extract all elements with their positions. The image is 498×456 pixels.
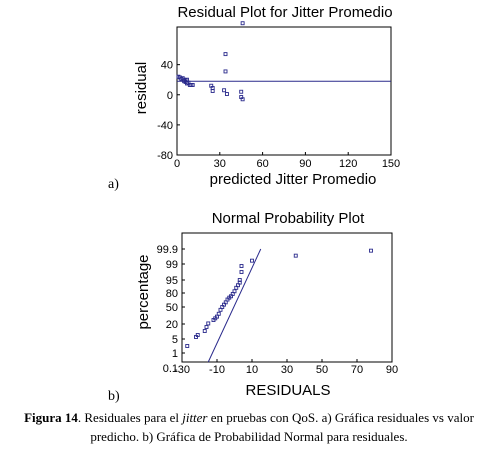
normal-probability-plot-title: Normal Probability Plot bbox=[212, 210, 365, 227]
probability-y-tick-label: 50 bbox=[166, 302, 178, 314]
residual-point bbox=[210, 86, 215, 90]
probability-y-tick-label: 1 bbox=[172, 348, 178, 360]
probability-x-tick-label: 50 bbox=[316, 364, 328, 376]
probability-y-tick-label: 5 bbox=[172, 334, 178, 346]
residual-point bbox=[190, 83, 195, 87]
caption-label: Figura 14 bbox=[24, 410, 78, 425]
probability-point bbox=[369, 248, 373, 253]
probability-point bbox=[195, 333, 200, 337]
probability-point bbox=[239, 270, 244, 274]
probability-point bbox=[206, 321, 211, 326]
residual-point bbox=[223, 69, 228, 74]
probability-point bbox=[216, 311, 221, 316]
residual-y-tick-label: 0 bbox=[167, 90, 173, 102]
residual-plot: Residual Plot for Jitter Promedio -80 -40… bbox=[108, 4, 400, 192]
residual-x-tick-label: 30 bbox=[214, 158, 226, 170]
residual-point bbox=[224, 92, 229, 96]
figure-caption: Figura 14. Residuales para el jitter en … bbox=[0, 408, 498, 446]
caption-text-2: en pruebas con QoS. a) Gráfica residuale… bbox=[90, 410, 474, 444]
residual-y-tick-label: -80 bbox=[157, 150, 173, 162]
residual-y-tick-label: -40 bbox=[157, 120, 173, 132]
residual-x-tick-label: 90 bbox=[299, 158, 311, 170]
residual-point bbox=[210, 89, 215, 93]
probability-point bbox=[237, 278, 242, 282]
normal-probability-plot-frame bbox=[181, 232, 393, 363]
probability-point bbox=[185, 344, 190, 348]
probability-x-tick-label: -10 bbox=[209, 364, 225, 376]
residual-point bbox=[240, 97, 245, 102]
caption-italic: jitter bbox=[182, 410, 208, 425]
probability-y-tick-label: 99.9 bbox=[157, 244, 178, 256]
residual-point bbox=[222, 88, 227, 93]
probability-point bbox=[293, 253, 298, 258]
probability-x-tick-label: 30 bbox=[281, 364, 293, 376]
panel-b-label: b) bbox=[108, 389, 120, 404]
residual-x-tick-label: 0 bbox=[174, 158, 180, 170]
residual-x-tick-label: 60 bbox=[256, 158, 268, 170]
probability-y-tick-label: 99 bbox=[166, 259, 178, 271]
residual-point bbox=[239, 89, 244, 94]
residual-plot-x-label: predicted Jitter Promedio bbox=[210, 171, 377, 188]
probability-point bbox=[202, 329, 207, 333]
normal-probability-plot-y-label: percentage bbox=[135, 254, 152, 329]
probability-x-tick-label: 10 bbox=[246, 364, 258, 376]
probability-y-tick-label: 80 bbox=[166, 288, 178, 300]
residual-plot-frame bbox=[176, 26, 392, 156]
residual-x-tick-label: 120 bbox=[339, 158, 357, 170]
probability-point bbox=[232, 289, 237, 294]
caption-text-1: . Residuales para el bbox=[77, 410, 183, 425]
probability-x-tick-label: 90 bbox=[386, 364, 398, 376]
probability-y-tick-label: 0.1 bbox=[163, 363, 178, 375]
probability-y-tick-label: 20 bbox=[166, 319, 178, 331]
panel-a-label: a) bbox=[108, 177, 119, 192]
probability-x-tick-label: -30 bbox=[174, 364, 190, 376]
probability-point bbox=[204, 325, 209, 329]
residual-plot-y-label: residual bbox=[133, 62, 150, 115]
residual-point bbox=[223, 52, 228, 57]
normal-reference-line bbox=[207, 248, 262, 363]
figure: Residual Plot for Jitter Promedio -80 -40… bbox=[108, 4, 400, 404]
probability-point bbox=[250, 258, 254, 263]
residual-plot-title: Residual Plot for Jitter Promedio bbox=[177, 4, 392, 21]
residual-point bbox=[240, 21, 245, 26]
residual-y-tick-label: 40 bbox=[161, 60, 173, 72]
normal-probability-plot-x-label: RESIDUALS bbox=[245, 382, 330, 399]
probability-x-tick-label: 70 bbox=[351, 364, 363, 376]
probability-point bbox=[239, 264, 244, 268]
probability-y-tick-label: 95 bbox=[166, 275, 178, 287]
residual-x-tick-label: 150 bbox=[382, 158, 400, 170]
